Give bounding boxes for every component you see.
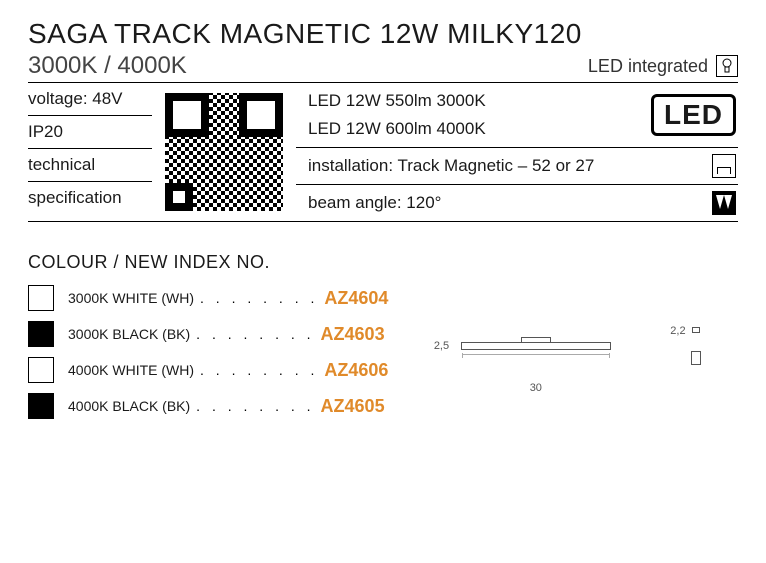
color-row: 4000K WHITE (WH) . . . . . . . . AZ4606 bbox=[28, 357, 388, 383]
color-variant-label: 3000K BLACK (BK) bbox=[68, 326, 190, 342]
width-dimension-label: 30 bbox=[530, 382, 542, 394]
qr-code-container bbox=[152, 83, 296, 221]
spec-right-column: LED 12W 550lm 3000K LED 12W 600lm 4000K … bbox=[296, 83, 738, 221]
fixture-body-shape bbox=[461, 342, 611, 350]
color-row: 3000K BLACK (BK) . . . . . . . . AZ4603 bbox=[28, 321, 388, 347]
sku-number: 4604 bbox=[348, 288, 388, 308]
spec-table: voltage: 48V IP20 technical specificatio… bbox=[28, 83, 738, 222]
sku-number: 4603 bbox=[345, 324, 385, 344]
side-dimension-label: 2,2 bbox=[670, 325, 685, 337]
qr-code-icon bbox=[165, 93, 283, 211]
bulb-icon bbox=[716, 55, 738, 77]
color-temp-subtitle: 3000K / 4000K bbox=[28, 52, 187, 80]
height-dimension-label: 2,5 bbox=[434, 340, 449, 352]
led-badge-icon: LED bbox=[651, 94, 736, 136]
fixture-mount-shape bbox=[521, 337, 551, 343]
leader-dots: . . . . . . . . bbox=[196, 398, 314, 414]
color-variant-label: 3000K WHITE (WH) bbox=[68, 290, 194, 306]
sku-code: AZ4603 bbox=[321, 324, 385, 345]
installation-text: installation: Track Magnetic – 52 or 27 bbox=[308, 156, 594, 176]
sku-code: AZ4604 bbox=[324, 288, 388, 309]
dimension-diagram: 2,5 30 2,2 bbox=[418, 222, 738, 429]
color-variant-label: 4000K WHITE (WH) bbox=[68, 362, 194, 378]
specification-row: specification bbox=[28, 182, 152, 214]
lower-section: COLOUR / NEW INDEX NO. 3000K WHITE (WH).… bbox=[28, 222, 738, 429]
side-bottom-shape bbox=[691, 351, 701, 365]
color-row: 4000K BLACK (BK) . . . . . . . . AZ4605 bbox=[28, 393, 388, 419]
installation-row: installation: Track Magnetic – 52 or 27 bbox=[296, 148, 738, 185]
leader-dots: . . . . . . . . bbox=[200, 290, 318, 306]
sku-prefix: AZ bbox=[321, 396, 345, 416]
color-variant-label: 4000K BLACK (BK) bbox=[68, 398, 190, 414]
side-top-view: 2,2 bbox=[692, 327, 700, 333]
fixture-front-view: 2,5 30 bbox=[456, 316, 616, 376]
led-specs-row: LED 12W 550lm 3000K LED 12W 600lm 4000K … bbox=[296, 83, 738, 148]
beam-angle-text: beam angle: 120° bbox=[308, 193, 441, 213]
sku-number: 4606 bbox=[348, 360, 388, 380]
led-integrated-label: LED integrated bbox=[588, 55, 738, 77]
color-row: 3000K WHITE (WH) . . . . . . . . AZ4604 bbox=[28, 285, 388, 311]
color-swatch bbox=[28, 285, 54, 311]
sku-code: AZ4606 bbox=[324, 360, 388, 381]
installation-icon bbox=[712, 154, 736, 178]
sku-number: 4605 bbox=[345, 396, 385, 416]
color-swatch bbox=[28, 393, 54, 419]
technical-row: technical bbox=[28, 149, 152, 182]
beam-angle-row: beam angle: 120° bbox=[296, 185, 738, 221]
color-section: COLOUR / NEW INDEX NO. 3000K WHITE (WH).… bbox=[28, 252, 388, 429]
spec-left-labels: voltage: 48V IP20 technical specificatio… bbox=[28, 83, 152, 221]
spec-left-column: voltage: 48V IP20 technical specificatio… bbox=[28, 83, 296, 221]
color-heading: COLOUR / NEW INDEX NO. bbox=[28, 252, 388, 273]
sku-prefix: AZ bbox=[324, 288, 348, 308]
color-swatch bbox=[28, 321, 54, 347]
sku-prefix: AZ bbox=[321, 324, 345, 344]
side-top-shape bbox=[692, 327, 700, 333]
led-integrated-text: LED integrated bbox=[588, 56, 708, 77]
led-spec-2: LED 12W 600lm 4000K bbox=[308, 115, 486, 143]
voltage-row: voltage: 48V bbox=[28, 83, 152, 116]
product-title: SAGA TRACK MAGNETIC 12W MILKY120 bbox=[28, 18, 738, 50]
fixture-side-views: 2,2 bbox=[691, 327, 701, 365]
sku-prefix: AZ bbox=[324, 360, 348, 380]
leader-dots: . . . . . . . . bbox=[200, 362, 318, 378]
sku-code: AZ4605 bbox=[321, 396, 385, 417]
led-spec-1: LED 12W 550lm 3000K bbox=[308, 87, 486, 115]
ip-row: IP20 bbox=[28, 116, 152, 149]
beam-angle-icon bbox=[712, 191, 736, 215]
color-swatch bbox=[28, 357, 54, 383]
leader-dots: . . . . . . . . bbox=[196, 326, 314, 342]
width-dimension-line bbox=[462, 354, 610, 355]
subtitle-row: 3000K / 4000K LED integrated bbox=[28, 52, 738, 83]
